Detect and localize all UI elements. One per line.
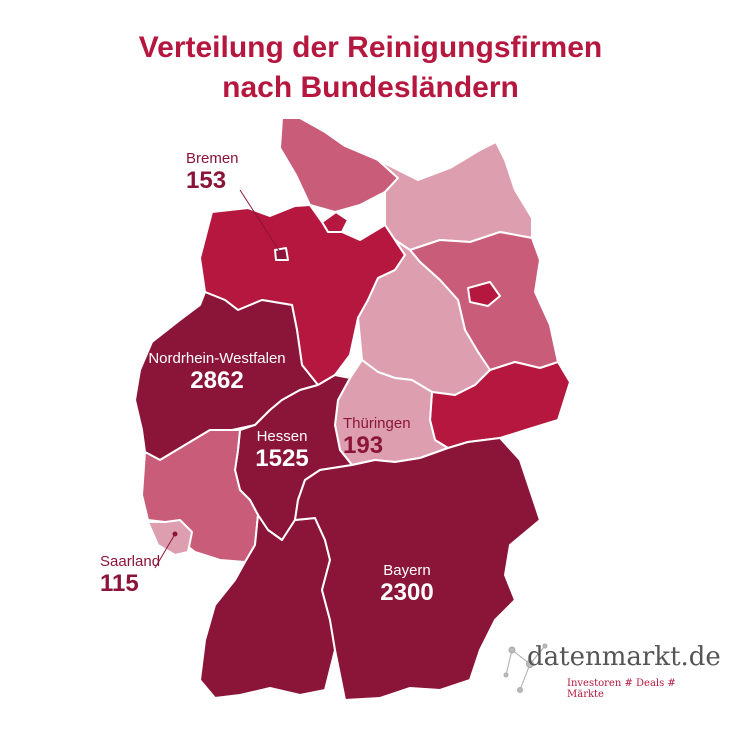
bremen-name: Bremen (186, 150, 239, 167)
network-dots-icon (503, 643, 548, 693)
label-hessen: Hessen 1525 (226, 428, 338, 473)
label-nrw: Nordrhein-Westfalen 2862 (142, 350, 292, 395)
bayern-name: Bayern (383, 562, 431, 579)
nrw-value: 2862 (190, 367, 244, 394)
saarland-marker (172, 531, 178, 537)
label-bremen: Bremen 153 (186, 150, 239, 195)
title-line-2: nach Bundesländern (222, 71, 519, 104)
bremen-value: 153 (186, 167, 227, 194)
map-title: Verteilung der Reinigungsfirmen nach Bun… (0, 28, 741, 108)
bayern-value: 2300 (380, 579, 434, 606)
state-nordrhein-westfalen[interactable] (134, 291, 319, 461)
hessen-value: 1525 (255, 445, 309, 472)
bremen-leader-line (239, 189, 281, 253)
logo-brand: datenmarkt.de (527, 642, 721, 672)
state-bayern[interactable] (294, 437, 541, 701)
label-saarland: Saarland 115 (100, 553, 160, 598)
label-thueringen: Thüringen 193 (343, 415, 411, 460)
saarland-value: 115 (100, 570, 139, 597)
label-bayern: Bayern 2300 (352, 562, 462, 607)
thueringen-name: Thüringen (343, 415, 411, 432)
nrw-name: Nordrhein-Westfalen (148, 350, 286, 367)
logo-tagline: Investoren # Deals # Märkte (567, 678, 676, 700)
hessen-name: Hessen (256, 428, 308, 445)
datenmarkt-logo[interactable]: datenmarkt.de Investoren # Deals # Märkt… (505, 638, 721, 700)
state-saarland[interactable] (147, 519, 193, 556)
state-berlin[interactable] (467, 281, 501, 307)
saarland-leader-line (154, 533, 176, 569)
saarland-name: Saarland (100, 553, 161, 570)
title-line-1: Verteilung der Reinigungsfirmen (138, 31, 603, 64)
thueringen-value: 193 (343, 432, 384, 459)
state-schleswig-holstein[interactable] (279, 117, 399, 213)
bremen-marker (277, 251, 283, 257)
